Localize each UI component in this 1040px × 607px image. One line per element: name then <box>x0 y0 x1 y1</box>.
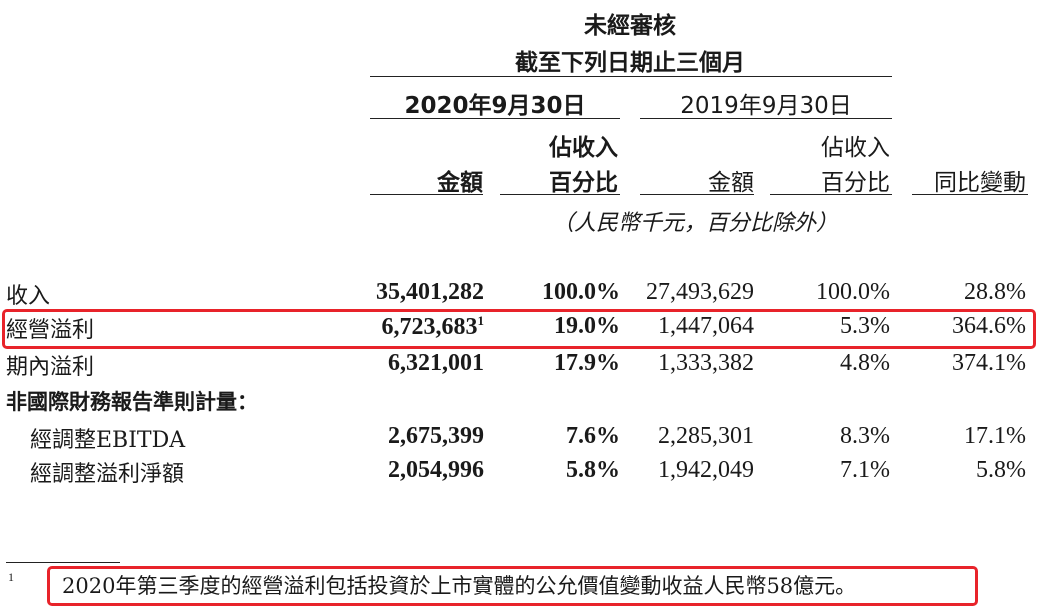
col-pct-2019-l2: 百分比 <box>821 170 890 196</box>
yoy-change: 364.6% <box>952 313 1026 339</box>
row-label: 經調整EBITDA <box>30 428 186 453</box>
period-2019-rule <box>640 118 892 119</box>
pct-2020: 100.0% <box>542 279 620 305</box>
col-pct-2019-l1: 佔收入 <box>821 135 890 161</box>
pct-2019: 4.8% <box>840 350 890 376</box>
row-label: 經營溢利 <box>6 318 95 343</box>
amount-2020: 6,723,6831 <box>340 313 485 341</box>
pct-2019: 7.1% <box>840 457 890 483</box>
pct-2020: 17.9% <box>554 350 620 376</box>
col-pct-2020-l1: 佔收入 <box>549 135 618 161</box>
col-rule-1 <box>370 194 483 195</box>
row-label: 收入 <box>6 284 51 309</box>
pct-2019: 5.3% <box>840 313 890 339</box>
amount-2019: 27,493,629 <box>646 279 754 305</box>
pct-2019: 100.0% <box>816 279 890 305</box>
amount-2020-value: 6,723,683 <box>381 314 478 340</box>
footnote-divider <box>6 562 120 563</box>
col-amount-2019: 金額 <box>708 170 754 196</box>
period-2020-rule <box>370 118 620 119</box>
footnote-ref: 1 <box>477 313 485 328</box>
header-title: 未經審核 <box>584 13 676 39</box>
amount-2020: 2,054,996 <box>388 457 484 483</box>
col-change: 同比變動 <box>934 170 1026 196</box>
footnote-text: 2020年第三季度的經營溢利包括投資於上市實體的公允價值變動收益人民幣58億元。 <box>62 574 857 598</box>
amount-2020: 2,675,399 <box>388 423 484 449</box>
col-rule-2 <box>500 194 620 195</box>
yoy-change: 5.8% <box>976 457 1026 483</box>
col-pct-2020-l2: 百分比 <box>549 170 618 196</box>
pct-2020: 7.6% <box>566 423 620 449</box>
pct-2020: 19.0% <box>554 313 620 339</box>
row-label: 經調整溢利淨額 <box>30 462 185 487</box>
amount-2019: 1,447,064 <box>658 313 754 339</box>
amount-2019: 1,333,382 <box>658 350 754 376</box>
period-2020: 2020年9月30日 <box>404 93 586 119</box>
amount-2020: 6,321,001 <box>388 350 484 376</box>
footnote-marker: 1 <box>8 570 14 584</box>
yoy-change: 17.1% <box>964 423 1026 449</box>
col-rule-4 <box>770 194 892 195</box>
col-rule-5 <box>912 194 1028 195</box>
yoy-change: 28.8% <box>964 279 1026 305</box>
col-rule-3 <box>640 194 754 195</box>
pct-2020: 5.8% <box>566 457 620 483</box>
row-label: 期內溢利 <box>6 355 95 380</box>
amount-2020: 35,401,282 <box>376 279 484 305</box>
amount-2019: 2,285,301 <box>658 423 754 449</box>
yoy-change: 374.1% <box>952 350 1026 376</box>
header-subtitle: 截至下列日期止三個月 <box>515 50 745 76</box>
pct-2019: 8.3% <box>840 423 890 449</box>
header-rule-top <box>370 76 892 77</box>
unit-note: （人民幣千元，百分比除外） <box>551 211 838 236</box>
amount-2019: 1,942,049 <box>658 457 754 483</box>
col-amount-2020: 金額 <box>437 170 483 196</box>
section-label-non-ifrs: 非國際財務報告準則計量： <box>6 390 258 414</box>
footnote-highlight <box>47 566 978 606</box>
period-2019: 2019年9月30日 <box>680 93 852 119</box>
operating-profit-highlight <box>2 309 1036 349</box>
